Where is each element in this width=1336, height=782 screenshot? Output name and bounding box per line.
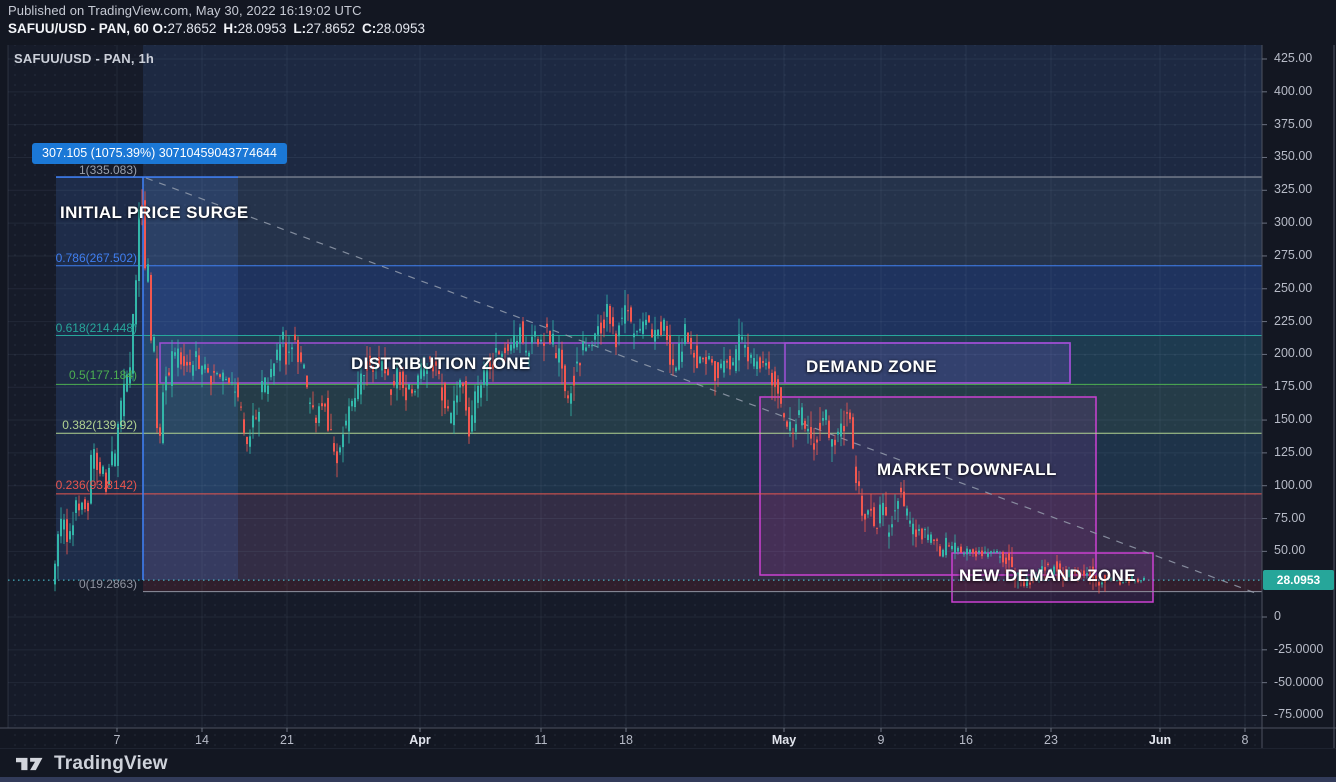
fib-label-0: 0(19.2863)	[78, 577, 137, 591]
tradingview-logo[interactable]: TradingView	[16, 753, 168, 775]
y-axis-tick[interactable]: -75.0000	[1274, 707, 1324, 722]
zone-rect	[159, 342, 1071, 384]
fib-label-0.786: 0.786(267.502)	[55, 251, 137, 265]
y-axis-tick[interactable]: 150.00	[1274, 412, 1313, 427]
y-axis-tick[interactable]: 100.00	[1274, 477, 1313, 492]
ohlc-key: O:	[152, 21, 168, 36]
candles	[54, 189, 1145, 594]
y-axis-tick[interactable]: 350.00	[1274, 149, 1313, 164]
y-axis-tick[interactable]: 175.00	[1274, 379, 1313, 394]
symbol-name: SAFUU/USD - PAN, 60	[8, 21, 153, 36]
zone-label: MARKET DOWNFALL	[877, 460, 1057, 479]
zone-label: NEW DEMAND ZONE	[959, 566, 1136, 585]
fib-label-0.236: 0.236(93.8142)	[55, 478, 137, 492]
y-axis-tick[interactable]: 125.00	[1274, 444, 1313, 459]
zone-label: DISTRIBUTION ZONE	[351, 354, 531, 373]
y-axis-tick[interactable]: 250.00	[1274, 280, 1313, 295]
y-axis-tick[interactable]: 225.00	[1274, 313, 1313, 328]
y-axis-tick[interactable]: 425.00	[1274, 51, 1313, 65]
x-axis-tick[interactable]: 18	[619, 733, 633, 747]
ohlc-value: 28.0953	[376, 21, 426, 36]
zone-rect	[784, 342, 1071, 384]
brand-text: TradingView	[54, 753, 168, 774]
symbol-ohlc-line: SAFUU/USD - PAN, 60 O:27.8652 H:28.0953 L:…	[8, 21, 432, 36]
fib-label-0.618: 0.618(214.448)	[55, 321, 137, 335]
x-axis-tick[interactable]: Jun	[1148, 733, 1172, 747]
zone-rect	[951, 552, 1154, 603]
x-axis-tick[interactable]: 23	[1044, 733, 1058, 747]
y-axis-tick[interactable]: 75.00	[1274, 510, 1306, 525]
fib-label-0.5: 0.5(177.184)	[68, 368, 137, 382]
published-line: Published on TradingView.com, May 30, 20…	[8, 3, 362, 18]
x-axis-tick[interactable]: May	[771, 733, 797, 747]
y-axis-tick[interactable]: 325.00	[1274, 182, 1313, 197]
x-axis-tick[interactable]: 9	[877, 733, 885, 747]
fib-label-0.382: 0.382(139.92)	[62, 418, 137, 432]
chart-title: SAFUU/USD - PAN, 1h	[14, 51, 155, 66]
ohlc-value: 27.8652	[306, 21, 355, 36]
zone-label: INITIAL PRICE SURGE	[60, 203, 249, 222]
current-price-badge: 28.0953	[1263, 570, 1334, 591]
bottom-accent-strip	[0, 777, 1336, 782]
y-axis-tick[interactable]: -50.0000	[1274, 674, 1324, 689]
ohlc-value: 28.0953	[237, 21, 287, 36]
zone-rect	[759, 396, 1097, 576]
x-axis-tick[interactable]: 16	[959, 733, 973, 747]
x-axis-tick[interactable]: 14	[195, 733, 209, 747]
zone-label: DEMAND ZONE	[806, 357, 937, 376]
x-axis-tick[interactable]: 8	[1241, 733, 1249, 747]
y-axis-tick[interactable]: 375.00	[1274, 116, 1313, 131]
ohlc-key: H:	[223, 21, 238, 36]
y-axis-tick[interactable]: 50.00	[1274, 543, 1306, 558]
trendline-dashed	[145, 177, 1259, 595]
ohlc-key: C:	[361, 21, 377, 36]
x-axis-tick[interactable]: 11	[534, 733, 548, 747]
x-axis-tick[interactable]: 21	[280, 733, 294, 747]
y-axis-tick[interactable]: -25.0000	[1274, 641, 1324, 656]
ohlc-value: 27.8652	[167, 21, 217, 36]
y-axis-tick[interactable]: 300.00	[1274, 215, 1313, 230]
footer: TradingView	[0, 748, 1336, 778]
y-axis-tick[interactable]: 0	[1274, 609, 1281, 623]
y-axis-tick[interactable]: 275.00	[1274, 247, 1313, 262]
tradingview-logo-icon	[16, 757, 43, 771]
y-axis-tick[interactable]: 400.00	[1274, 83, 1313, 98]
ohlc-key: L:	[293, 21, 307, 36]
fib-label-1: 1(335.083)	[78, 163, 137, 177]
x-axis-tick[interactable]: 7	[113, 733, 121, 747]
fib-callout-label[interactable]: 307.105 (1075.39%) 30710459043774644	[32, 143, 287, 164]
x-axis-tick[interactable]: Apr	[409, 733, 431, 747]
y-axis-tick[interactable]: 200.00	[1274, 346, 1313, 361]
